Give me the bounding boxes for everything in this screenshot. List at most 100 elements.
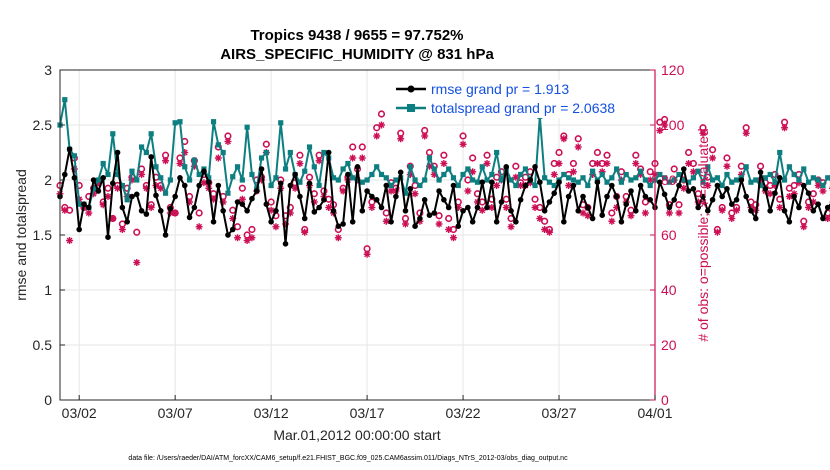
- rmse-point: [441, 197, 447, 203]
- obs-evaluated-point: [440, 160, 448, 167]
- totalspread-point: [805, 179, 812, 185]
- obs-evaluated-point: [785, 193, 793, 200]
- rmse-point: [628, 188, 634, 194]
- y-left-tick-label: 1.5: [33, 227, 53, 243]
- totalspread-point: [431, 166, 437, 172]
- totalspread-point: [585, 182, 591, 189]
- rmse-point: [556, 179, 562, 185]
- obs-evaluated-point: [776, 204, 784, 211]
- totalspread-point: [623, 171, 629, 178]
- totalspread-point: [167, 177, 173, 183]
- obs-possible-point: [296, 151, 304, 159]
- rmse-point: [469, 219, 476, 225]
- totalspread-point: [302, 168, 308, 174]
- totalspread-point: [714, 175, 720, 181]
- rmse-point: [642, 193, 649, 200]
- rmse-point: [153, 192, 159, 199]
- rmse-point: [647, 197, 654, 203]
- obs-evaluated-point: [728, 215, 736, 222]
- rmse-point: [191, 204, 198, 211]
- rmse-point: [402, 208, 409, 214]
- totalspread-point: [542, 175, 548, 181]
- rmse-point: [561, 219, 567, 225]
- obs-evaluated-point: [483, 160, 491, 167]
- rmse-point: [258, 166, 265, 172]
- rmse-point: [633, 208, 639, 214]
- obs-possible-point: [608, 209, 616, 217]
- rmse-point: [426, 212, 433, 218]
- rmse-point: [229, 226, 236, 233]
- rmse-point: [66, 146, 73, 152]
- rmse-point: [287, 182, 294, 189]
- rmse-point: [757, 169, 764, 176]
- rmse-point: [273, 208, 279, 214]
- totalspread-point: [733, 177, 740, 183]
- legend-label-rmse: rmse grand pr = 1.913: [431, 81, 569, 97]
- totalspread-point: [455, 182, 461, 189]
- obs-evaluated-point: [685, 160, 693, 167]
- y-right-tick-label: 20: [661, 337, 677, 353]
- obs-evaluated-point: [248, 234, 256, 242]
- totalspread-point: [105, 171, 111, 178]
- chart-title: Tropics 9438 / 9655 = 97.752%: [250, 27, 463, 44]
- totalspread-point: [628, 177, 634, 183]
- totalspread-point: [138, 144, 145, 150]
- totalspread-point: [383, 175, 389, 181]
- totalspread-point: [215, 142, 221, 148]
- totalspread-point: [422, 177, 428, 183]
- totalspread-point: [671, 177, 677, 183]
- totalspread-point: [316, 182, 322, 189]
- totalspread-point: [268, 182, 274, 189]
- rmse-point: [513, 219, 519, 225]
- rmse-point: [90, 177, 97, 183]
- y-left-tick-label: 0: [44, 392, 52, 408]
- totalspread-point: [62, 97, 68, 103]
- totalspread-point: [801, 166, 807, 172]
- rmse-point: [743, 193, 749, 200]
- obs-evaluated-point: [641, 209, 649, 217]
- obs-evaluated-point: [608, 217, 616, 225]
- totalspread-point: [724, 171, 730, 178]
- obs-evaluated-point: [368, 204, 376, 211]
- obs-evaluated-point: [325, 204, 333, 211]
- rmse-point: [594, 179, 601, 185]
- rmse-point: [205, 179, 212, 185]
- obs-possible-point: [512, 162, 520, 170]
- rmse-point: [263, 201, 270, 207]
- totalspread-point: [460, 171, 466, 178]
- totalspread-point: [273, 175, 279, 181]
- rmse-point: [421, 197, 428, 203]
- obs-possible-point: [425, 148, 434, 157]
- totalspread-point: [446, 166, 452, 172]
- obs-evaluated-point: [397, 135, 405, 143]
- obs-possible-point: [723, 154, 731, 162]
- rmse-point: [431, 210, 438, 216]
- x-axis-ticks: 03/02 03/07 03/12 03/17 03/22 03/27 04/01: [62, 395, 673, 421]
- obs-evaluated-point: [579, 209, 587, 217]
- totalspread-point: [95, 177, 101, 183]
- obs-evaluated-point: [541, 226, 549, 233]
- totalspread-point: [239, 177, 245, 183]
- totalspread-point: [369, 171, 375, 178]
- rmse-point: [138, 208, 145, 214]
- obs-possible-point: [377, 110, 386, 118]
- rmse-point: [685, 188, 692, 194]
- totalspread-point: [791, 171, 797, 178]
- rmse-point: [76, 226, 82, 233]
- rmse-point: [508, 208, 514, 214]
- obs-evaluated-point: [459, 140, 467, 148]
- obs-evaluated-point: [363, 250, 371, 258]
- obs-evaluated-point: [449, 234, 457, 242]
- obs-evaluated-point: [718, 206, 726, 214]
- rmse-point: [489, 179, 495, 185]
- obs-evaluated-point: [401, 220, 409, 228]
- totalspread-point: [206, 175, 212, 181]
- totalspread-point: [297, 179, 303, 185]
- totalspread-point: [407, 164, 413, 170]
- rmse-point: [330, 208, 337, 214]
- y-axis-right-label: # of obs: o=possible; ∗=evaluated: [695, 128, 711, 341]
- totalspread-point: [76, 201, 82, 207]
- obs-evaluated-point: [478, 206, 486, 214]
- totalspread-point: [522, 166, 529, 172]
- obs-evaluated-point: [464, 187, 472, 195]
